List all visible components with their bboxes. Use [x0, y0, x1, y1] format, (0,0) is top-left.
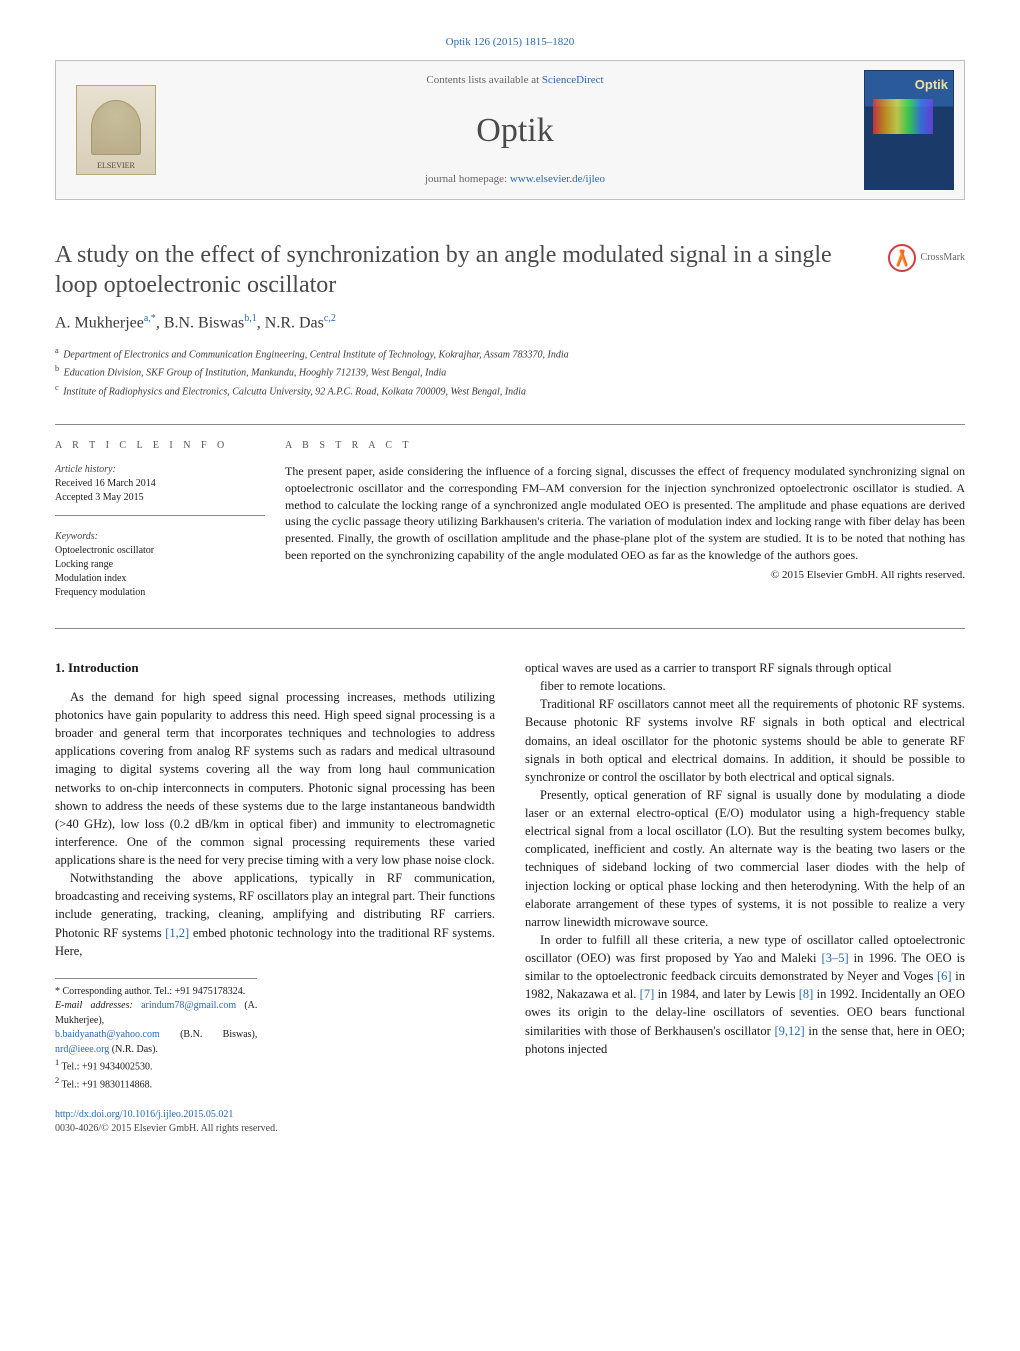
abstract-copyright: © 2015 Elsevier GmbH. All rights reserve…: [285, 568, 965, 583]
article-info-column: A R T I C L E I N F O Article history: R…: [55, 425, 285, 628]
email-link[interactable]: nrd@ieee.org: [55, 1044, 109, 1055]
keyword-item: Modulation index: [55, 572, 265, 586]
email-link[interactable]: arindum78@gmail.com: [141, 1000, 236, 1011]
article-history-block: Article history: Received 16 March 2014 …: [55, 463, 265, 516]
body-text: in 1984, and later by Lewis: [654, 987, 798, 1001]
affiliation-line: b Education Division, SKF Group of Insti…: [55, 363, 965, 380]
abstract-text: The present paper, aside considering the…: [285, 463, 965, 564]
email-who: (B.N. Biswas),: [160, 1029, 258, 1040]
emails-label: E-mail addresses:: [55, 1000, 141, 1011]
citation-ref[interactable]: [7]: [640, 987, 655, 1001]
article-history-label: Article history:: [55, 463, 265, 477]
keyword-item: Frequency modulation: [55, 586, 265, 600]
corresponding-author-line: * Corresponding author. Tel.: +91 947517…: [55, 985, 257, 1000]
body-paragraph: In order to fulfill all these criteria, …: [525, 931, 965, 1058]
crossmark-label: CrossMark: [921, 251, 965, 265]
keywords-list: Optoelectronic oscillatorLocking rangeMo…: [55, 544, 265, 600]
doi-link[interactable]: http://dx.doi.org/10.1016/j.ijleo.2015.0…: [55, 1109, 233, 1120]
running-head-citation: Optik 126 (2015) 1815–1820: [55, 35, 965, 50]
info-abstract-band: A R T I C L E I N F O Article history: R…: [55, 424, 965, 629]
journal-name: Optik: [476, 107, 553, 155]
contents-prefix: Contents lists available at: [426, 74, 541, 86]
corr-text: Corresponding author. Tel.: +91 94751783…: [63, 986, 246, 997]
citation-ref[interactable]: [3–5]: [822, 951, 849, 965]
homepage-prefix: journal homepage:: [425, 173, 510, 185]
footnote-tel-2: 2 Tel.: +91 9830114868.: [55, 1075, 257, 1093]
issn-copyright-line: 0030-4026/© 2015 Elsevier GmbH. All righ…: [55, 1123, 278, 1134]
email-addresses-line-2: b.baidyanath@yahoo.com (B.N. Biswas), nr…: [55, 1028, 257, 1057]
page-footer: http://dx.doi.org/10.1016/j.ijleo.2015.0…: [55, 1108, 965, 1136]
citation-ref[interactable]: [1,2]: [165, 926, 189, 940]
keywords-block: Keywords: Optoelectronic oscillatorLocki…: [55, 530, 265, 600]
email-who: (N.R. Das).: [109, 1044, 158, 1055]
accepted-line: Accepted 3 May 2015: [55, 491, 265, 505]
cover-thumbnail-cell: Optik: [854, 61, 964, 199]
body-paragraph: Traditional RF oscillators cannot meet a…: [525, 695, 965, 786]
email-link[interactable]: b.baidyanath@yahoo.com: [55, 1029, 160, 1040]
abstract-column: A B S T R A C T The present paper, aside…: [285, 425, 965, 628]
cover-spectrum-graphic: [873, 99, 933, 134]
journal-header: ELSEVIER Contents lists available at Sci…: [55, 60, 965, 200]
keyword-item: Optoelectronic oscillator: [55, 544, 265, 558]
body-paragraph: Notwithstanding the above applications, …: [55, 869, 495, 960]
section-heading-introduction: 1. Introduction: [55, 659, 495, 678]
affiliation-line: a Department of Electronics and Communic…: [55, 345, 965, 362]
keywords-label: Keywords:: [55, 530, 265, 544]
elsevier-tree-icon: [91, 100, 141, 155]
citation-ref[interactable]: [8]: [799, 987, 814, 1001]
authors-line: A. Mukherjeea,*, B.N. Biswasb,1, N.R. Da…: [55, 312, 965, 335]
sciencedirect-link[interactable]: ScienceDirect: [542, 74, 604, 86]
affiliations: a Department of Electronics and Communic…: [55, 345, 965, 399]
header-center: Contents lists available at ScienceDirec…: [176, 61, 854, 199]
received-line: Received 16 March 2014: [55, 477, 265, 491]
keyword-item: Locking range: [55, 558, 265, 572]
citation-ref[interactable]: [9,12]: [774, 1024, 804, 1038]
footnotes-block: * Corresponding author. Tel.: +91 947517…: [55, 978, 257, 1093]
contents-lists-line: Contents lists available at ScienceDirec…: [426, 73, 603, 88]
tel-text: Tel.: +91 9830114868.: [62, 1079, 153, 1090]
body-paragraph: optical waves are used as a carrier to t…: [525, 659, 965, 677]
crossmark-icon: [888, 244, 916, 272]
body-paragraph: As the demand for high speed signal proc…: [55, 688, 495, 869]
body-two-column: 1. Introduction As the demand for high s…: [55, 659, 965, 1093]
publisher-name: ELSEVIER: [97, 160, 135, 171]
crossmark-badge[interactable]: CrossMark: [888, 244, 965, 272]
cover-brand-label: Optik: [915, 76, 948, 94]
journal-cover-thumbnail: Optik: [864, 70, 954, 190]
journal-homepage-link[interactable]: www.elsevier.de/ijleo: [510, 173, 605, 185]
footnote-tel-1: 1 Tel.: +91 9434002530.: [55, 1057, 257, 1075]
journal-homepage-line: journal homepage: www.elsevier.de/ijleo: [425, 172, 605, 187]
publisher-logo-cell: ELSEVIER: [56, 61, 176, 199]
tel-text: Tel.: +91 9434002530.: [62, 1062, 153, 1073]
affiliation-line: c Institute of Radiophysics and Electron…: [55, 382, 965, 399]
body-paragraph: fiber to remote locations.: [525, 677, 965, 695]
elsevier-logo: ELSEVIER: [76, 85, 156, 175]
abstract-label: A B S T R A C T: [285, 439, 965, 453]
body-paragraph: Presently, optical generation of RF sign…: [525, 786, 965, 931]
article-title: A study on the effect of synchronization…: [55, 240, 868, 300]
citation-ref[interactable]: [6]: [937, 969, 952, 983]
article-info-label: A R T I C L E I N F O: [55, 439, 265, 453]
email-addresses-line: E-mail addresses: arindum78@gmail.com (A…: [55, 999, 257, 1028]
